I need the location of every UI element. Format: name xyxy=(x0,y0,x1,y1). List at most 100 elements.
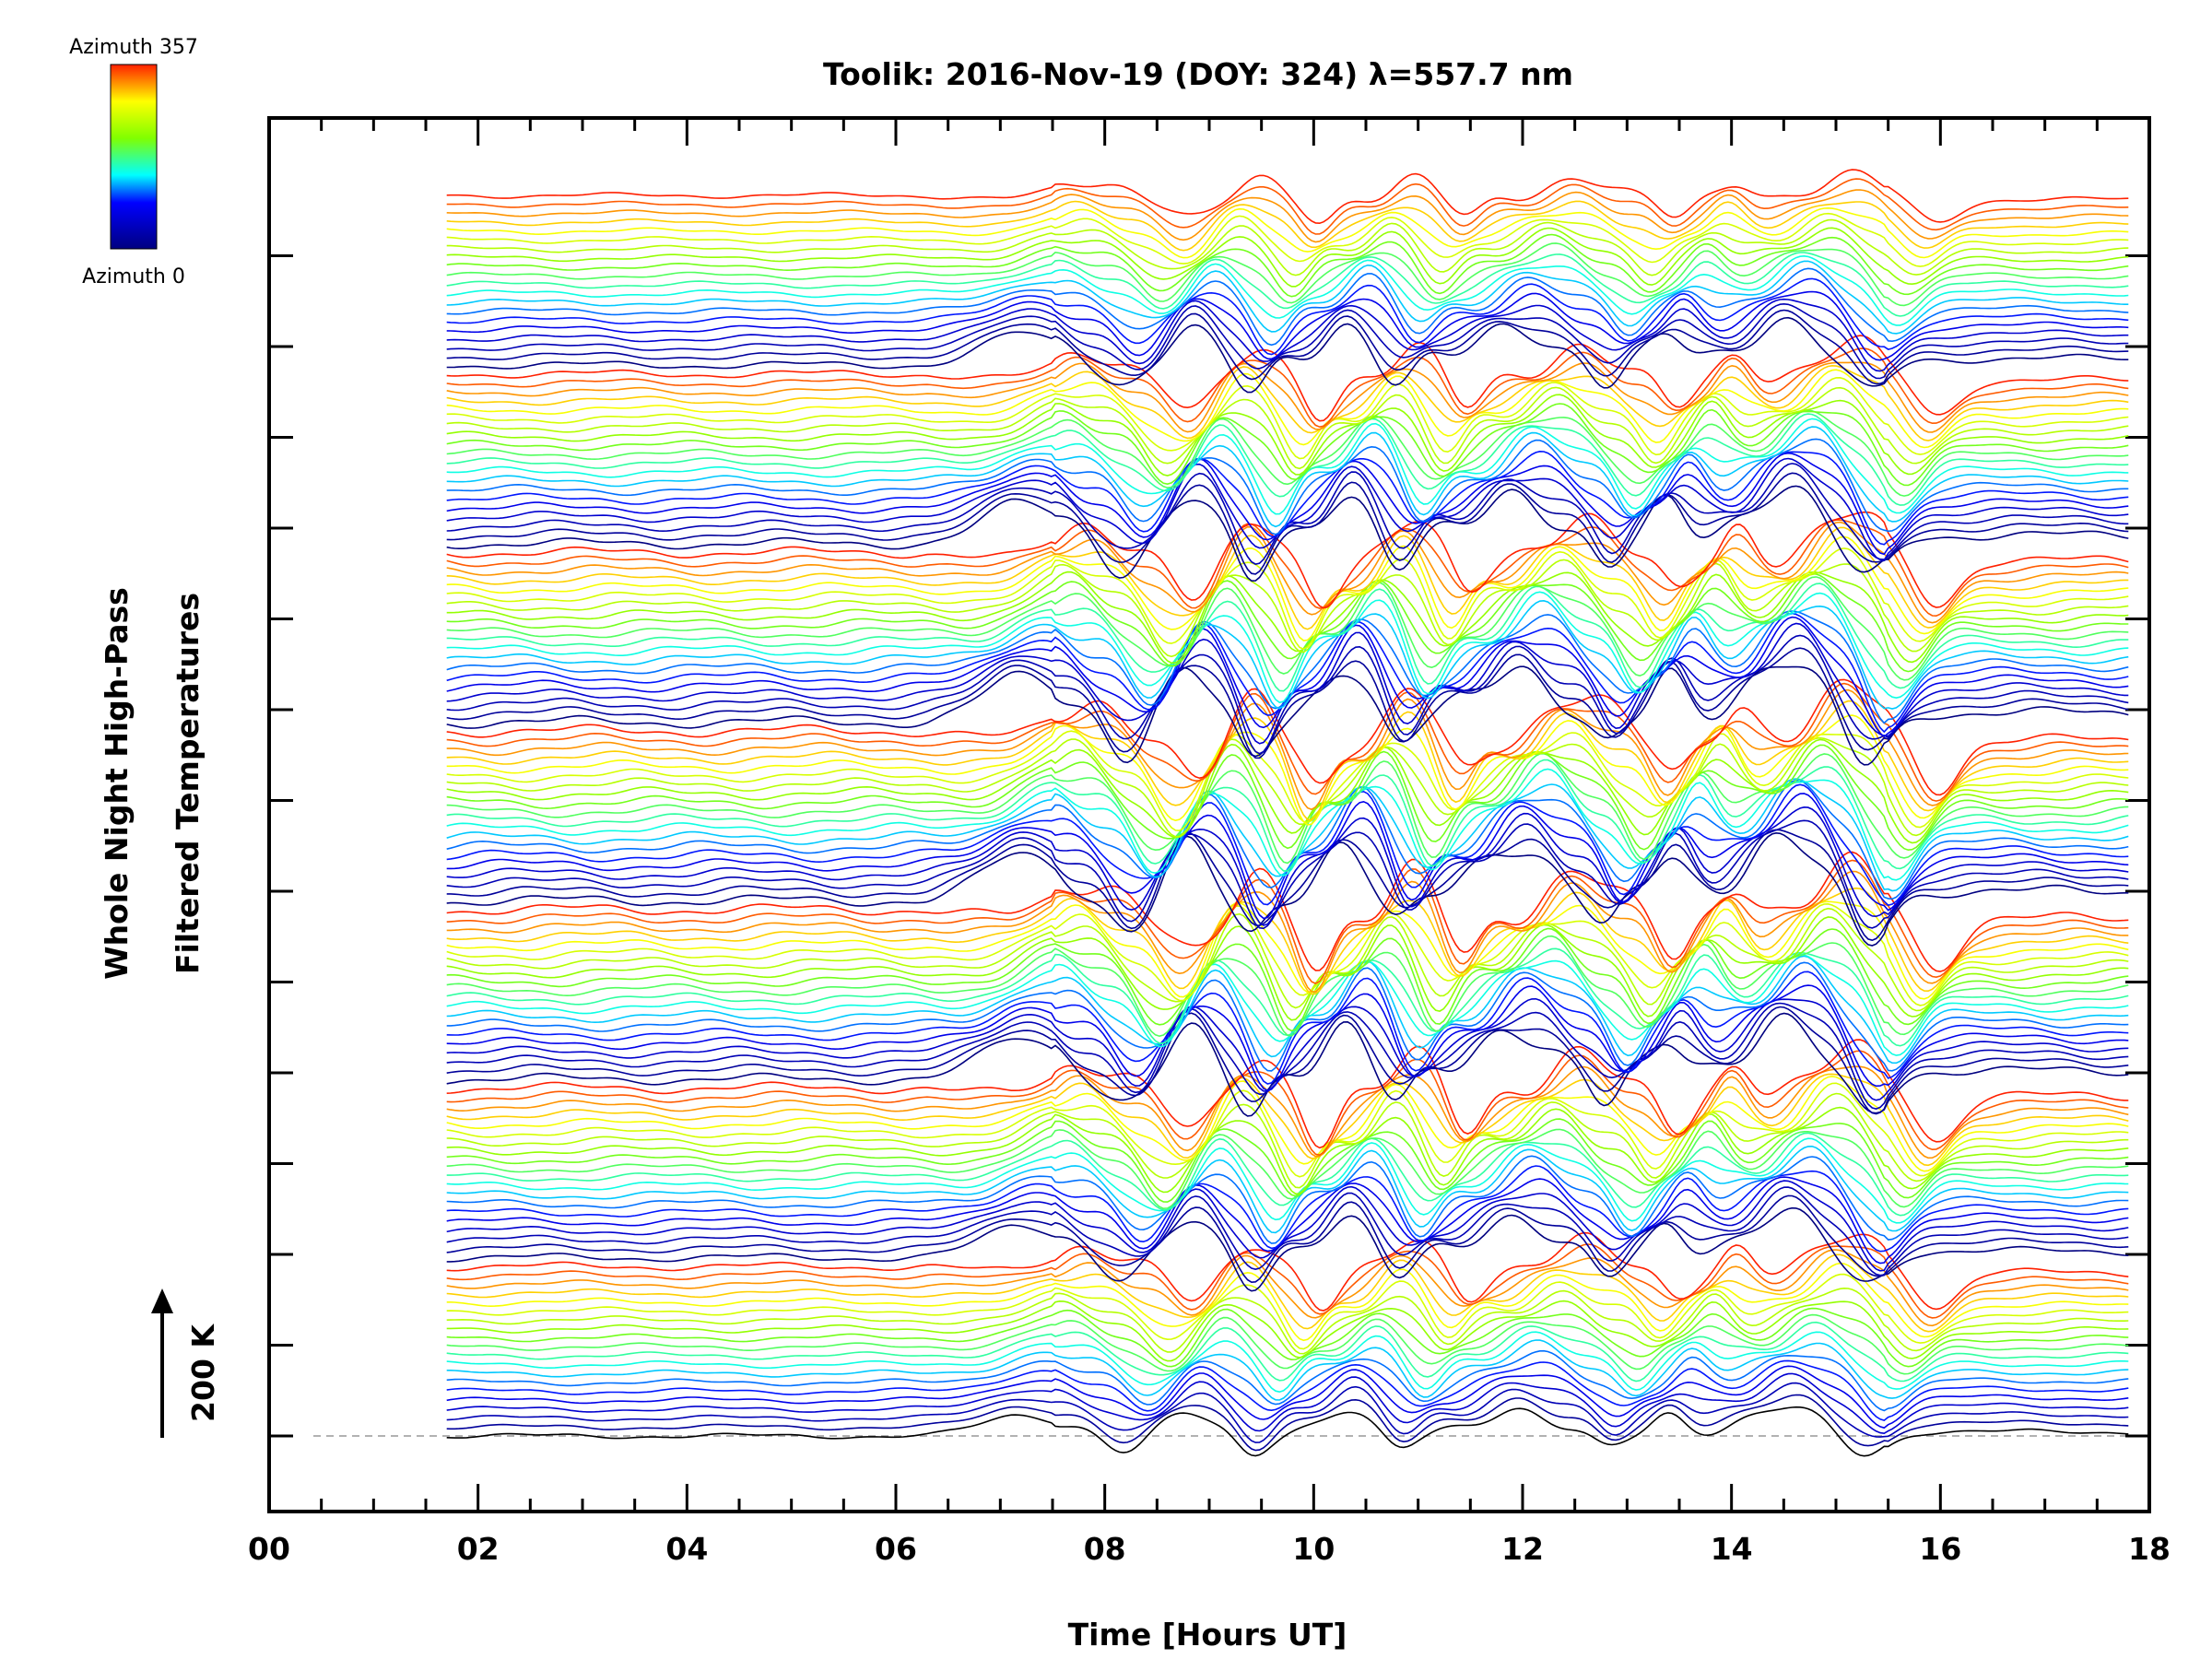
series-line xyxy=(446,254,2129,326)
series-line xyxy=(446,1331,2129,1394)
series-line xyxy=(446,779,2129,900)
series-line xyxy=(446,1349,2129,1412)
series-line xyxy=(446,302,2129,380)
x-tick-label: 06 xyxy=(875,1531,917,1567)
series-line xyxy=(446,1253,2129,1333)
series-line xyxy=(446,1155,2129,1244)
series-line xyxy=(446,472,2129,575)
series-line xyxy=(446,242,2129,307)
series-line xyxy=(446,927,2129,1032)
series-line xyxy=(446,1321,2129,1382)
series-line xyxy=(446,591,2129,704)
series-line xyxy=(446,806,2129,926)
series-line xyxy=(446,1382,2129,1443)
ticks xyxy=(267,118,2151,1512)
series-line xyxy=(446,902,2129,1006)
series-line xyxy=(446,413,2129,506)
x-tick-label: 08 xyxy=(1084,1531,1126,1567)
x-tick-label: 18 xyxy=(2128,1531,2171,1567)
series-line xyxy=(446,335,2129,422)
series-line xyxy=(446,768,2129,881)
series-line xyxy=(446,169,2129,225)
series-line xyxy=(446,227,2129,288)
series-line xyxy=(446,688,2129,811)
series-line xyxy=(446,1262,2129,1342)
legend-bottom-label: Azimuth 0 xyxy=(82,265,185,288)
series-line xyxy=(446,212,2129,267)
series-line xyxy=(446,1359,2129,1421)
series-line xyxy=(446,759,2129,872)
series-line xyxy=(446,582,2129,692)
series-line xyxy=(446,409,2129,497)
series-line xyxy=(446,953,2129,1056)
series-line xyxy=(446,267,2129,347)
series-line xyxy=(446,1050,2129,1157)
series-line xyxy=(446,859,2129,984)
series-line xyxy=(446,206,2129,259)
y-label-line1: Whole Night High-Pass xyxy=(99,587,135,980)
series-line xyxy=(446,647,2129,759)
series-line xyxy=(446,634,2129,755)
x-tick-label: 00 xyxy=(248,1531,290,1567)
series-line xyxy=(446,599,2129,710)
series-line xyxy=(446,961,2129,1072)
series-line xyxy=(446,738,2129,844)
series-line xyxy=(446,298,2129,372)
series-line xyxy=(446,450,2129,546)
series-line xyxy=(446,870,2129,994)
series-line xyxy=(446,736,2129,838)
x-tick-labels: 00 02 04 06 08 10 12 14 16 18 xyxy=(248,1531,2171,1567)
series-line xyxy=(446,1082,2129,1178)
series-line xyxy=(446,571,2129,665)
series-line xyxy=(446,665,2129,766)
series-line xyxy=(446,1394,2129,1452)
series-line xyxy=(446,200,2129,252)
series-line xyxy=(446,290,2129,361)
scale-arrow-head xyxy=(151,1288,173,1313)
series xyxy=(446,169,2129,1457)
series-line xyxy=(446,1137,2129,1224)
series-line xyxy=(446,1039,2129,1149)
legend: Azimuth 357 Azimuth 0 xyxy=(69,36,198,288)
series-line xyxy=(446,935,2129,1038)
series-line xyxy=(446,535,2129,641)
series-line xyxy=(446,426,2129,528)
series-line xyxy=(446,178,2129,235)
series-line xyxy=(446,1249,2129,1327)
series-line xyxy=(446,547,2129,651)
series-line xyxy=(446,1065,2129,1159)
series-line xyxy=(446,394,2129,477)
series-line xyxy=(446,1106,2129,1195)
series-line xyxy=(446,1118,2129,1203)
series-line xyxy=(446,364,2129,441)
series-line xyxy=(446,900,2129,1000)
series-line xyxy=(446,971,2129,1085)
series-line xyxy=(446,1339,2129,1401)
scale-indicator: 200 K xyxy=(151,1288,221,1438)
series-line xyxy=(446,1206,2129,1292)
series-line xyxy=(446,752,2129,865)
series-line xyxy=(446,851,2129,972)
series-line xyxy=(446,369,2129,449)
series-line xyxy=(446,1073,2129,1167)
x-axis-label: Time [Hours UT] xyxy=(1068,1617,1347,1653)
series-line xyxy=(446,1180,2129,1272)
series-line xyxy=(446,916,2129,1021)
series-line xyxy=(446,1300,2129,1362)
series-line xyxy=(446,347,2129,429)
series-line xyxy=(446,576,2129,681)
series-line xyxy=(446,519,2129,618)
series-line xyxy=(446,526,2129,630)
series-line xyxy=(446,700,2129,821)
x-tick-label: 12 xyxy=(1501,1531,1544,1567)
series-line xyxy=(446,1092,2129,1189)
series-line xyxy=(446,233,2129,298)
series-line xyxy=(446,1365,2129,1430)
x-tick-label: 14 xyxy=(1711,1531,1753,1567)
series-line xyxy=(446,361,2129,433)
series-line xyxy=(446,559,2129,658)
series-line xyxy=(446,316,2129,394)
y-axis-label: Whole Night High-Pass Filtered Temperatu… xyxy=(99,587,206,980)
series-line xyxy=(446,831,2129,947)
